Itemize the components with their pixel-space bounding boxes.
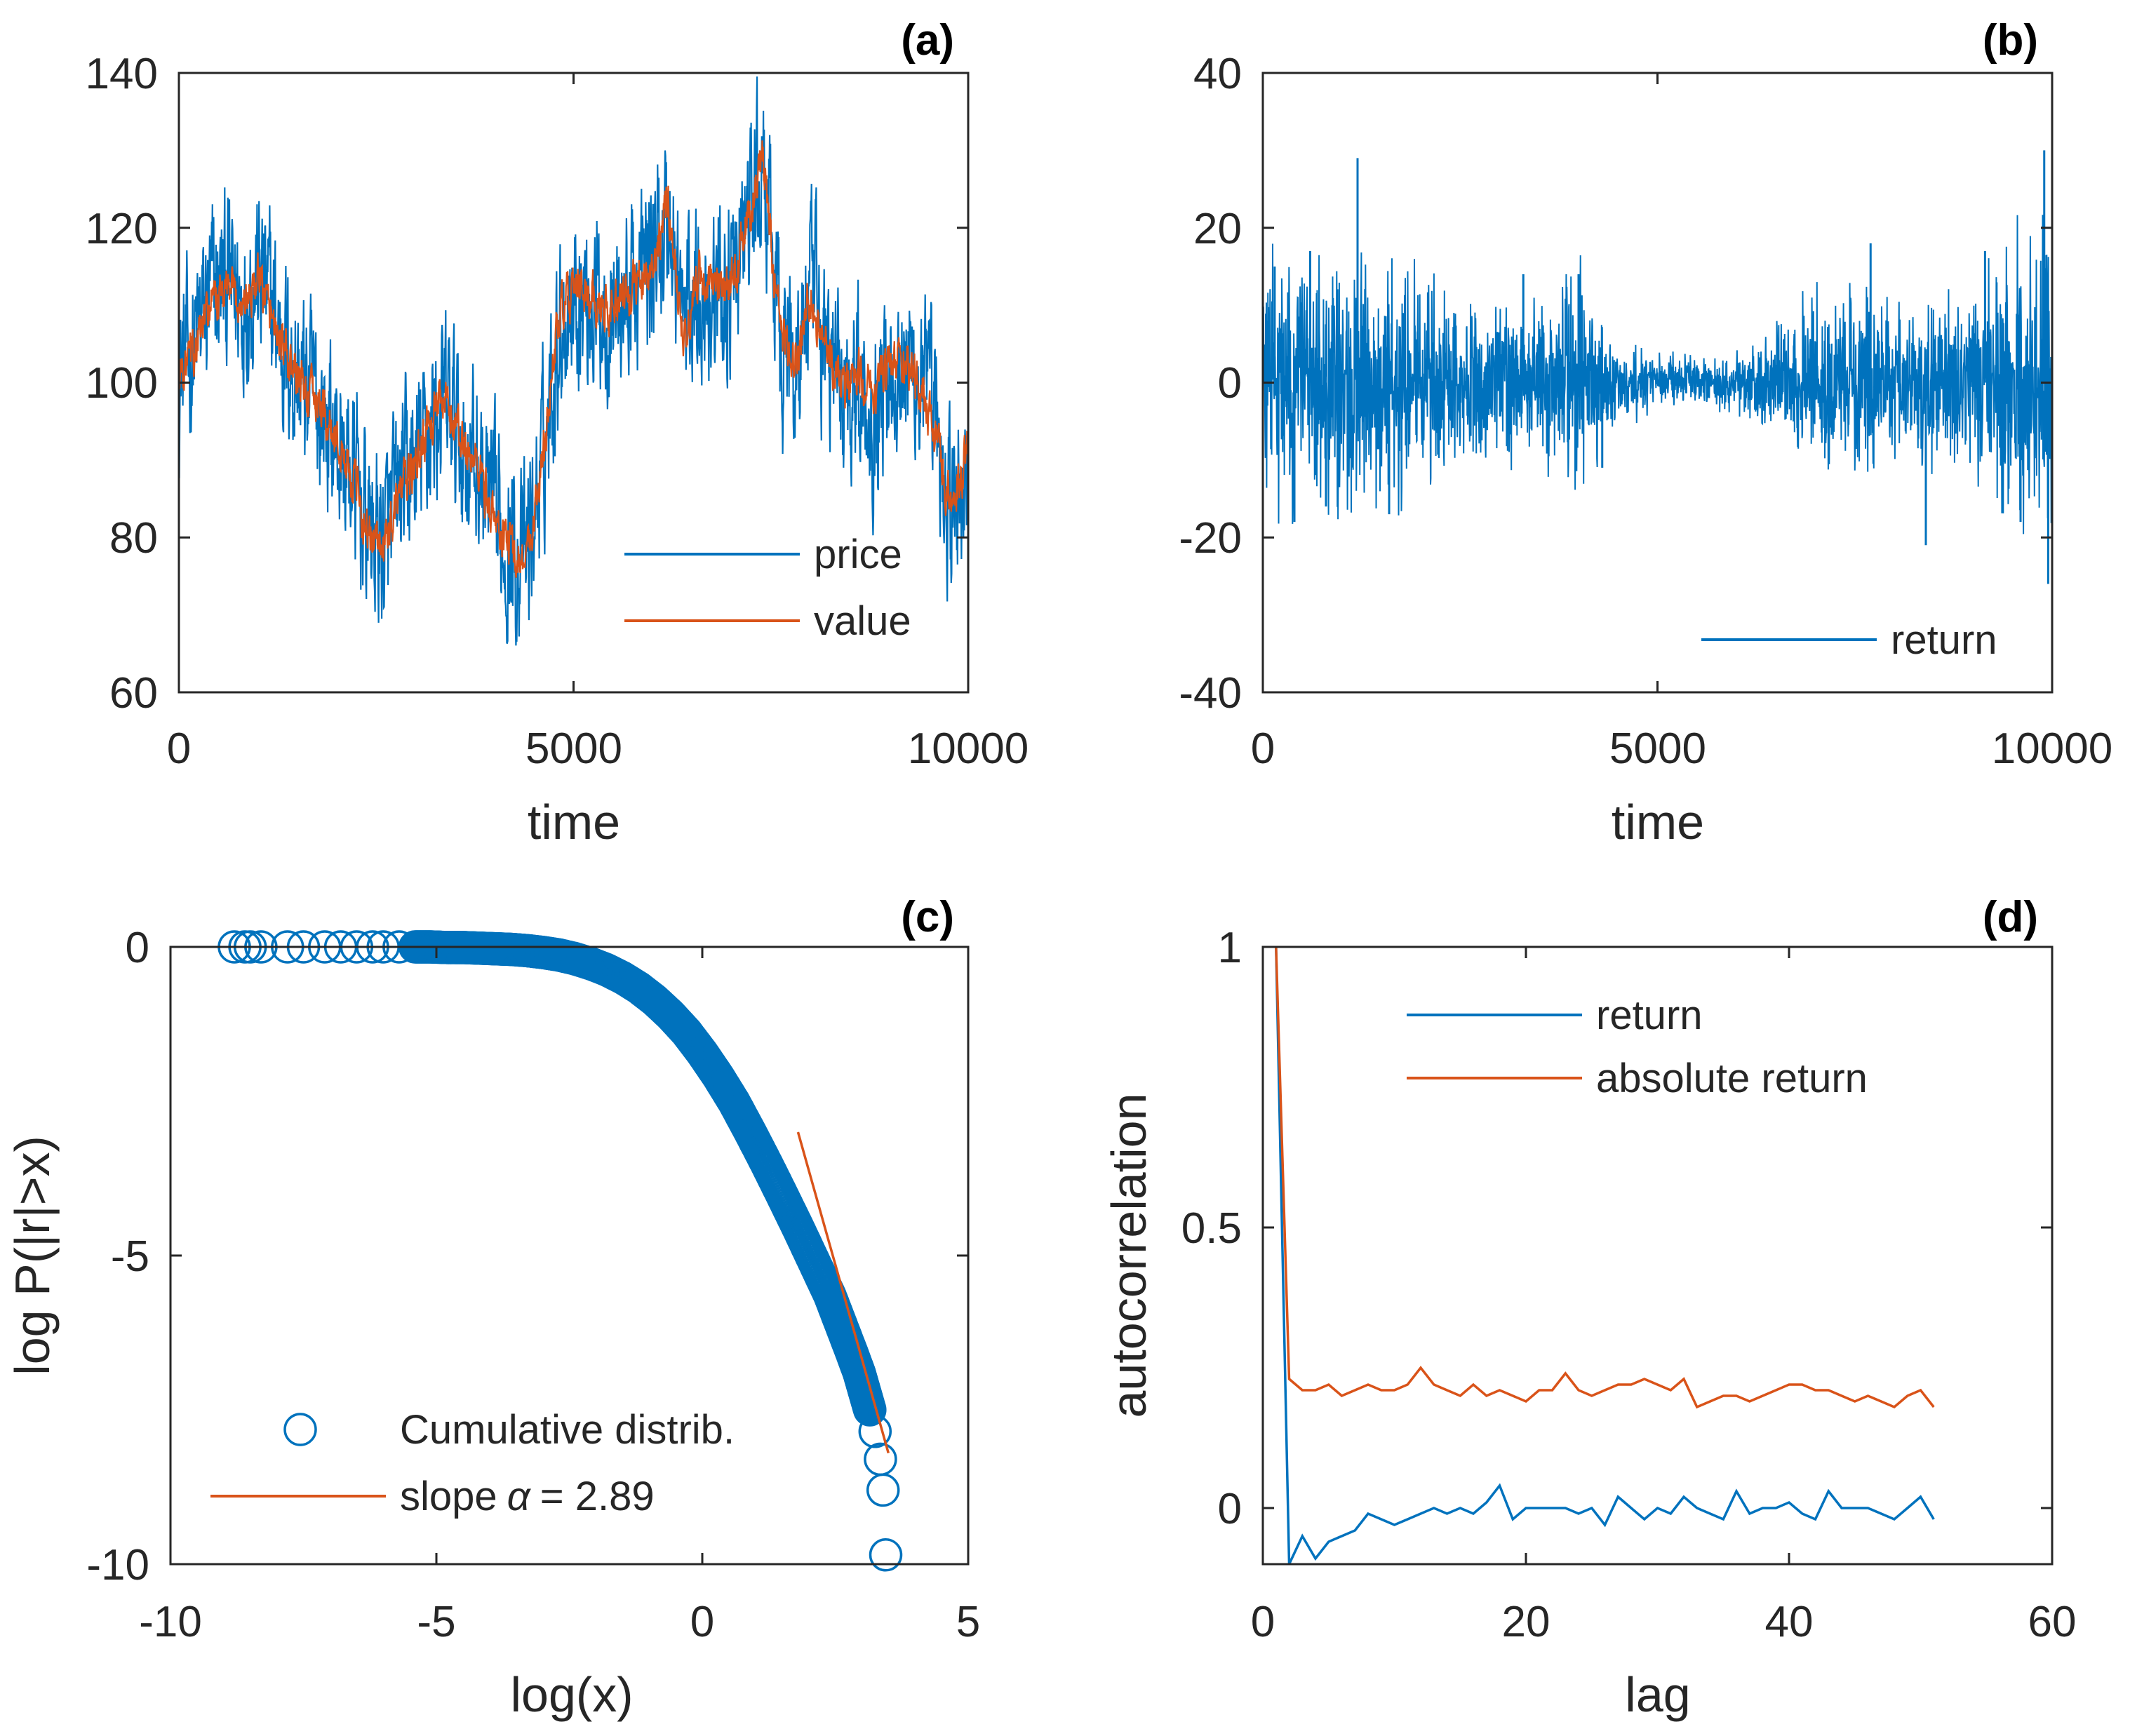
panel-c-ytick-label: -5 bbox=[111, 1232, 149, 1281]
panel-b-ytick-label: -20 bbox=[1179, 514, 1242, 563]
panel-c-legend-alpha: α bbox=[507, 1474, 532, 1519]
panel-b-xtick-label: 5000 bbox=[1609, 725, 1706, 773]
panel-b-xlabel: time bbox=[1612, 795, 1704, 849]
panel-d-ytick-label: 0.5 bbox=[1181, 1204, 1242, 1253]
panel-c-legend-slope-label: slope α = 2.89 bbox=[400, 1474, 655, 1519]
panel-b-ticks bbox=[1261, 72, 2054, 694]
panel-c-ytick-label: -10 bbox=[86, 1541, 149, 1589]
panel-a-ytick-label: 80 bbox=[109, 514, 158, 563]
panel-b-legend: return bbox=[1701, 617, 1997, 663]
panel-c-xtick-label: 5 bbox=[956, 1598, 980, 1646]
panel-b-ytick-label: 20 bbox=[1193, 205, 1242, 253]
panel-d-series-return bbox=[1275, 947, 1935, 1564]
panel-c: -10 -5 0 5 -10 -5 0 log(x) log P(|r|>x) … bbox=[5, 893, 980, 1722]
panel-d-xlabel: lag bbox=[1625, 1667, 1690, 1722]
panel-d: 0 20 40 60 0 0.5 1 lag autocorrelation (… bbox=[1101, 893, 2076, 1722]
panel-b-series-return bbox=[1263, 215, 2052, 534]
panel-d-xtick-label: 0 bbox=[1251, 1598, 1275, 1646]
panel-d-legend-absret-label: absolute return bbox=[1596, 1056, 1868, 1101]
panel-a-xtick-label: 5000 bbox=[525, 725, 622, 773]
panel-d-xtick-label: 60 bbox=[2028, 1598, 2077, 1646]
panel-d-xtick-label: 20 bbox=[1502, 1598, 1550, 1646]
panel-c-xtick-label: -5 bbox=[417, 1598, 455, 1646]
panel-c-slope-line bbox=[796, 1131, 890, 1454]
panel-b-ytick-label: 0 bbox=[1218, 359, 1242, 408]
panel-b-ytick-label: -40 bbox=[1179, 669, 1242, 718]
panel-a-ytick-label: 100 bbox=[86, 359, 158, 408]
panel-c-axis-box bbox=[169, 946, 970, 1566]
panel-a-series-value bbox=[179, 140, 968, 578]
panel-c-xtick-label: 0 bbox=[690, 1598, 714, 1646]
panel-c-legend-distrib-label: Cumulative distrib. bbox=[400, 1407, 735, 1453]
panel-a-legend-price-label: price bbox=[814, 532, 902, 577]
panel-c-legend: Cumulative distrib. slope α = 2.89 bbox=[210, 1407, 735, 1519]
panel-c-tag: (c) bbox=[901, 893, 954, 941]
panel-d-tag: (d) bbox=[1983, 893, 2038, 941]
panel-a: 0 5000 10000 60 80 100 120 140 time (a) … bbox=[86, 16, 1029, 849]
panel-d-ticks bbox=[1261, 946, 2054, 1564]
panel-a-legend-value-label: value bbox=[814, 598, 911, 644]
panel-b-ytick-label: 40 bbox=[1193, 50, 1242, 98]
panel-d-ylabel: autocorrelation bbox=[1101, 1093, 1156, 1418]
panel-c-data-point bbox=[869, 1538, 903, 1572]
panel-a-ytick-label: 60 bbox=[109, 669, 158, 718]
panel-a-legend: price value bbox=[624, 532, 911, 644]
panel-d-ytick-label: 0 bbox=[1218, 1485, 1242, 1533]
panel-c-ticks bbox=[169, 946, 970, 1566]
panel-b-xtick-label: 0 bbox=[1251, 725, 1275, 773]
panel-b-xtick-label: 10000 bbox=[1992, 725, 2112, 773]
panel-a-plot-area bbox=[179, 76, 968, 646]
panel-a-ticks bbox=[178, 72, 970, 694]
panel-b-plot-area bbox=[1263, 150, 2052, 584]
panel-c-data-point bbox=[866, 1473, 900, 1507]
panel-d-legend-return-label: return bbox=[1596, 993, 1703, 1038]
panel-d-xtick-label: 40 bbox=[1765, 1598, 1814, 1646]
panel-a-xtick-label: 10000 bbox=[908, 725, 1029, 773]
panel-c-ytick-label: 0 bbox=[126, 924, 149, 972]
panel-c-ylabel: log P(|r|>x) bbox=[5, 1136, 60, 1375]
panel-c-data-point bbox=[853, 1393, 887, 1427]
panel-a-xtick-label: 0 bbox=[167, 725, 191, 773]
panel-c-legend-circle-swatch bbox=[283, 1413, 317, 1446]
panel-c-legend-slope-prefix: slope bbox=[400, 1474, 497, 1519]
panel-c-legend-slope-value: = 2.89 bbox=[540, 1474, 655, 1519]
panel-d-axis-box bbox=[1261, 946, 2054, 1566]
panel-a-ytick-label: 120 bbox=[86, 205, 158, 253]
panel-c-data-point bbox=[864, 1442, 897, 1476]
panel-c-xlabel: log(x) bbox=[510, 1667, 633, 1722]
panel-c-data-point bbox=[858, 1415, 892, 1448]
panel-a-xlabel: time bbox=[528, 795, 620, 849]
panel-a-series-price bbox=[179, 76, 968, 646]
panel-b-legend-return-label: return bbox=[1891, 617, 1997, 663]
panel-d-plot-area bbox=[1275, 947, 1935, 1564]
panel-a-ytick-label: 140 bbox=[86, 50, 158, 98]
panel-b: 0 5000 10000 -40 -20 0 20 40 time (b) re… bbox=[1179, 16, 2112, 849]
panel-d-legend: return absolute return bbox=[1407, 993, 1868, 1101]
panel-b-tag: (b) bbox=[1983, 16, 2038, 65]
panel-d-ytick-label: 1 bbox=[1218, 924, 1242, 972]
panel-c-xtick-label: -10 bbox=[139, 1598, 202, 1646]
panel-a-tag: (a) bbox=[901, 16, 954, 65]
panel-d-series-absolute-return bbox=[1275, 947, 1935, 1409]
